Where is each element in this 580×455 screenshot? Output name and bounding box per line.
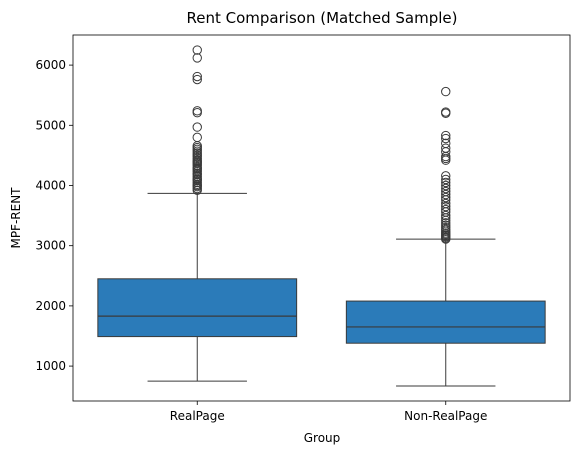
outlier-point [441, 177, 451, 188]
outlier-point [441, 186, 451, 197]
chart-title: Rent Comparison (Matched Sample) [187, 9, 458, 27]
plot-area [97, 45, 546, 387]
y-tick-label: 3000 [35, 239, 66, 253]
iqr-box [97, 278, 298, 338]
outlier-point [192, 74, 202, 85]
y-axis-label: MPF-RENT [9, 187, 23, 249]
y-tick-label: 5000 [35, 118, 66, 132]
outlier-point [441, 143, 451, 153]
outlier-point [441, 218, 451, 228]
plot-frame [72, 34, 571, 402]
y-axis: 1000 2000 3000 4000 5000 6000 [35, 58, 73, 373]
x-tick-label: Non-RealPage [404, 409, 487, 423]
x-axis: RealPage Non-RealPage [170, 401, 487, 423]
outlier-point [192, 53, 202, 63]
outlier-point [441, 222, 451, 233]
outlier-point [192, 132, 202, 143]
outlier-point [441, 201, 451, 212]
outlier-point [441, 192, 451, 203]
outlier-point [441, 183, 451, 194]
outlier-point [441, 210, 451, 221]
box-group-non-realpage [345, 86, 546, 387]
outlier-point [441, 220, 451, 230]
outlier-point [192, 122, 202, 132]
y-tick-label: 4000 [35, 178, 66, 192]
outlier-point [441, 153, 451, 164]
outlier-point [441, 204, 451, 215]
outlier-point [192, 71, 202, 82]
box-group-realpage [97, 45, 298, 382]
x-axis-label: Group [304, 431, 341, 445]
y-tick-label: 6000 [35, 58, 66, 72]
outlier-point [441, 138, 451, 149]
x-tick-label: RealPage [170, 409, 225, 423]
outlier-point [441, 86, 451, 97]
y-tick-label: 1000 [35, 359, 66, 373]
outlier-point [441, 180, 451, 191]
iqr-box [345, 300, 546, 344]
outlier-point [192, 45, 202, 55]
y-tick-label: 2000 [35, 299, 66, 313]
outlier-point [441, 107, 451, 117]
outlier-point [441, 189, 451, 200]
outlier-point [192, 106, 202, 116]
outlier-point [192, 107, 202, 118]
outlier-point [441, 130, 451, 141]
outlier-point [441, 133, 451, 144]
outlier-point [441, 174, 451, 185]
outlier-point [441, 171, 451, 181]
outlier-point [441, 198, 451, 209]
